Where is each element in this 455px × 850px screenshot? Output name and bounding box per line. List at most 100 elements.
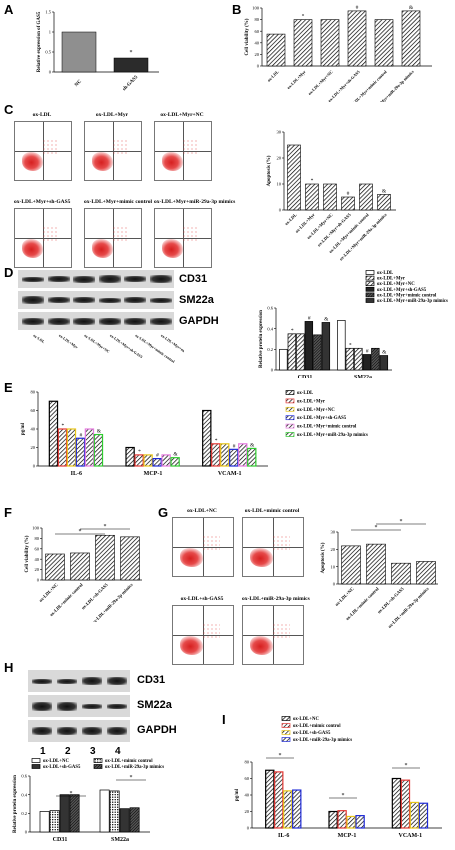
e-bar-2-3 bbox=[229, 448, 239, 467]
d-annotation: & bbox=[324, 316, 329, 322]
h-annotation: * bbox=[130, 775, 133, 781]
h-lane-number-3: 4 bbox=[115, 746, 121, 757]
h-legend-label: ox-LDL+NC bbox=[43, 759, 69, 764]
d-x-tick-label: CD31 bbox=[298, 375, 313, 378]
i-legend-swatch bbox=[281, 737, 291, 742]
b-y-tick-label: 40 bbox=[255, 40, 260, 45]
bar-c-2 bbox=[323, 183, 337, 211]
e-bar-2-4 bbox=[238, 443, 248, 467]
panel-letter-b: B bbox=[232, 2, 242, 17]
d-legend-swatch bbox=[365, 286, 375, 292]
chart-b-cell-viability: 0 20 40 60 80 100 Cell viability (%) ox-LDL * ox-… bbox=[245, 5, 432, 102]
d-bar-0-1 bbox=[287, 333, 297, 371]
bar-a-1 bbox=[113, 57, 149, 73]
i-bar-2-3 bbox=[418, 802, 429, 829]
h-y-axis-title: Relative protein expression bbox=[13, 775, 18, 833]
e-legend-swatch bbox=[285, 432, 295, 437]
bar-b-3 bbox=[347, 10, 367, 67]
d-y-axis-title: Relative protein expression bbox=[259, 310, 264, 368]
blot-d-label-sm22a: SM22a bbox=[179, 294, 214, 306]
d-annotation: # bbox=[366, 349, 369, 355]
i-legend-label: ox-LDL+NC bbox=[293, 717, 319, 722]
b-y-tick-label: 0 bbox=[257, 64, 260, 69]
e-y-tick-label: 80 bbox=[31, 390, 36, 395]
e-legend-label: ox-LDL+Myr+miR-29a-3p mimics bbox=[297, 433, 368, 438]
d-bar-0-4 bbox=[313, 334, 322, 371]
h-bar-0-0 bbox=[39, 811, 50, 833]
i-x-tick-label: MCP-1 bbox=[338, 833, 357, 839]
f-y-tick-label: 100 bbox=[32, 526, 40, 531]
d-bar-0-0 bbox=[279, 348, 288, 371]
e-bar-1-0 bbox=[125, 446, 135, 467]
bar-b-2 bbox=[320, 19, 340, 67]
d-band-r2-l3 bbox=[98, 317, 121, 325]
d-band-r1-l5 bbox=[149, 297, 172, 303]
c-flow-title-1: ox-LDL+Myr bbox=[95, 112, 129, 118]
h-legend-label: ox-LDL+miR-29a-3p mimics bbox=[105, 765, 164, 770]
d-lane-label: ox-LDL+Myr+NC bbox=[83, 334, 110, 355]
d-annotation: * bbox=[291, 328, 294, 334]
c-flow-title-3: ox-LDL+Myr+sh-GAS5 bbox=[14, 199, 71, 205]
d-legend-swatch bbox=[365, 298, 375, 303]
b-x-tick-label: ox-LDL+Myr bbox=[286, 69, 307, 90]
d-legend-label: ox-LDL bbox=[377, 271, 393, 276]
h-band-r1-l3 bbox=[107, 703, 127, 709]
e-annotation: & bbox=[173, 452, 178, 458]
blot-d-gapdh bbox=[18, 312, 174, 330]
d-legend-swatch bbox=[365, 270, 375, 275]
c-y-tick-label: 30 bbox=[277, 130, 282, 135]
e-y-tick-label: 20 bbox=[31, 445, 36, 450]
blot-h-gapdh bbox=[28, 720, 130, 742]
i-y-tick-label: 20 bbox=[245, 809, 250, 814]
e-bar-1-1 bbox=[134, 454, 144, 467]
e-legend-swatch bbox=[285, 390, 295, 395]
f-annotation: * bbox=[104, 524, 107, 530]
bar-b-5 bbox=[401, 10, 421, 67]
panel-letter-i: I bbox=[222, 712, 226, 727]
d-band-r2-l0 bbox=[22, 317, 44, 325]
e-bar-0-1 bbox=[57, 428, 68, 467]
d-bar-0-2 bbox=[296, 333, 305, 371]
c-y-tick-label: 0 bbox=[279, 208, 282, 213]
blot-d-label-gapdh: GAPDH bbox=[179, 315, 219, 327]
b-annotation: & bbox=[409, 5, 414, 11]
bar-c-3 bbox=[341, 196, 355, 211]
i-x-tick-label: VCAM-1 bbox=[398, 833, 422, 839]
i-bar-2-1 bbox=[400, 779, 411, 829]
h-y-tick-label: 0.2 bbox=[21, 811, 27, 816]
e-annotation: # bbox=[233, 443, 236, 449]
h-legend-label: ox-LDL+mimic control bbox=[105, 759, 153, 764]
blot-d-sm22a bbox=[18, 291, 174, 309]
e-legend-label: ox-LDL+Myr+mimic control bbox=[297, 425, 357, 430]
h-bar-1-3 bbox=[129, 807, 140, 833]
h-band-r1-l0 bbox=[32, 701, 52, 711]
panel-letter-c: C bbox=[4, 102, 14, 117]
panel-letter-a: A bbox=[4, 2, 14, 17]
e-bar-1-4 bbox=[161, 454, 171, 467]
g-flow-title-0: ox-LDL+NC bbox=[187, 508, 217, 514]
g-flow-plot-0 bbox=[172, 517, 234, 577]
i-bar-0-3 bbox=[292, 789, 302, 829]
a-y-tick-label: 0 bbox=[49, 70, 52, 75]
i-legend-label: ox-LDL+sh-GAS5 bbox=[293, 731, 331, 736]
bar-f-2 bbox=[95, 534, 115, 581]
bar-f-3 bbox=[120, 536, 140, 581]
d-band-r2-l1 bbox=[47, 317, 70, 325]
f-y-tick-label: 40 bbox=[35, 557, 40, 562]
d-annotation: * bbox=[349, 342, 352, 348]
d-band-r0-l1 bbox=[47, 276, 70, 282]
c-annotation: # bbox=[347, 191, 350, 197]
h-bar-1-0 bbox=[99, 789, 110, 833]
bar-g-2 bbox=[391, 562, 411, 585]
c-flow-plot-5 bbox=[154, 208, 212, 268]
h-y-tick-label: 0.6 bbox=[21, 774, 27, 779]
h-band-r2-l0 bbox=[32, 727, 52, 735]
d-legend-label: ox-LDL+Myr+miR-29a-3p mimics bbox=[377, 299, 448, 304]
e-y-axis-title: pg/ml bbox=[21, 422, 26, 435]
i-legend-swatch bbox=[281, 730, 291, 735]
i-y-axis-title: pg/ml bbox=[235, 788, 240, 801]
bar-b-0 bbox=[266, 33, 286, 67]
d-bar-0-5 bbox=[321, 322, 331, 371]
